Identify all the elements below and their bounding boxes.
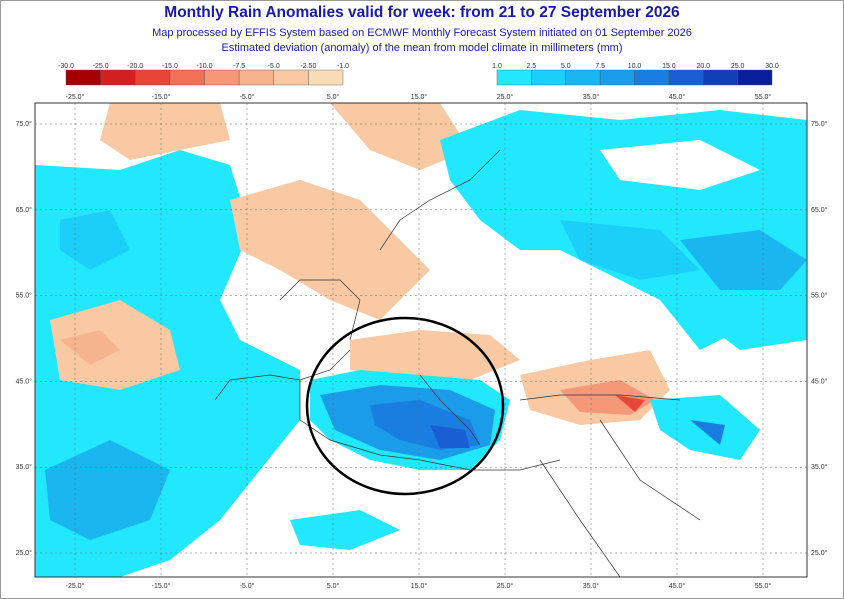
legend-swatch xyxy=(668,69,704,86)
legend-label: -2.50 xyxy=(300,63,316,70)
lon-label: 35.0° xyxy=(583,582,600,590)
legend-swatch xyxy=(273,69,309,86)
lon-label: -5.0° xyxy=(240,93,255,101)
lon-label: -15.0° xyxy=(152,582,171,590)
lon-label: 55.0° xyxy=(755,582,772,590)
lon-label: -5.0° xyxy=(240,582,255,590)
lon-label: 45.0° xyxy=(669,582,686,590)
lat-label: 25.0° xyxy=(16,549,33,557)
legend-label: -5.0 xyxy=(268,63,280,70)
lat-label: 65.0° xyxy=(811,206,828,214)
lat-label: 35.0° xyxy=(16,463,33,471)
legend-label: 5.0 xyxy=(561,63,571,70)
lat-label: 55.0° xyxy=(811,292,828,300)
legend-swatch xyxy=(737,69,773,86)
legend-label: -10.0 xyxy=(197,63,213,70)
lat-label: 35.0° xyxy=(811,463,828,471)
legend-swatch xyxy=(703,69,738,86)
legend-label: 2.5 xyxy=(527,63,537,70)
lon-label: 25.0° xyxy=(497,582,514,590)
lon-label: 25.0° xyxy=(497,93,514,101)
anomaly-area xyxy=(290,510,400,550)
lon-label: 15.0° xyxy=(411,93,428,101)
lat-label: 45.0° xyxy=(16,377,33,385)
legend-swatch xyxy=(65,69,101,86)
map-border xyxy=(34,102,808,578)
lat-label: 45.0° xyxy=(811,377,828,385)
lon-label: 5.0° xyxy=(327,93,340,101)
legend-swatch xyxy=(599,69,635,86)
legend-label: -7.5 xyxy=(233,63,245,70)
title: Monthly Rain Anomalies valid for week: f… xyxy=(164,4,680,21)
legend-label: 1.0 xyxy=(492,63,502,70)
coastline xyxy=(214,149,701,577)
map xyxy=(34,102,808,578)
lon-label: 5.0° xyxy=(327,582,340,590)
subtitle: Map processed by EFFIS System based on E… xyxy=(152,27,692,39)
subtitle: Estimated deviation (anomaly) of the mea… xyxy=(221,42,622,54)
anomaly-area xyxy=(230,180,430,320)
anomaly-area xyxy=(560,220,700,280)
anomaly-area xyxy=(615,395,645,412)
legend-swatch xyxy=(634,69,670,86)
legend-label: -1.0 xyxy=(337,63,349,70)
anomaly-area xyxy=(330,103,470,170)
highlight-circle xyxy=(305,316,505,496)
legend-label: 10.0 xyxy=(628,63,642,70)
legend-label: 25.0 xyxy=(731,63,745,70)
lat-label: 55.0° xyxy=(16,292,33,300)
legend-label: -25.0 xyxy=(93,63,109,70)
legend-swatch xyxy=(238,69,274,86)
legend-swatch xyxy=(308,69,344,86)
legend-swatch xyxy=(169,69,205,86)
lon-label: 15.0° xyxy=(411,582,428,590)
lon-label: -15.0° xyxy=(152,93,171,101)
legend-label: -20.0 xyxy=(127,63,143,70)
anomaly-area xyxy=(60,210,130,270)
anomaly-area xyxy=(350,330,520,380)
lat-label: 75.0° xyxy=(811,120,828,128)
anomaly-area xyxy=(600,140,760,190)
legend-swatch xyxy=(204,69,240,86)
lat-label: 25.0° xyxy=(811,549,828,557)
lon-label: -25.0° xyxy=(66,93,85,101)
anomaly-area xyxy=(690,420,725,445)
legend-swatch xyxy=(496,69,532,86)
anomaly-area xyxy=(700,290,807,350)
legend-label: 30.0 xyxy=(765,63,779,70)
legend-label: 20.0 xyxy=(696,63,710,70)
lon-label: 45.0° xyxy=(669,93,686,101)
legend-label: -30.0 xyxy=(58,63,74,70)
lon-label: -25.0° xyxy=(66,582,85,590)
lat-label: 65.0° xyxy=(16,206,33,214)
legend-swatch xyxy=(565,69,601,86)
legend-label: -15.0 xyxy=(162,63,178,70)
anomaly-area xyxy=(680,230,807,290)
legend-swatch xyxy=(135,69,171,86)
lat-label: 75.0° xyxy=(16,120,33,128)
anomaly-area xyxy=(45,440,170,540)
anomaly-area xyxy=(430,425,470,448)
legend-label: 7.5 xyxy=(595,63,605,70)
lon-label: 55.0° xyxy=(755,93,772,101)
legend-label: 15.0 xyxy=(662,63,676,70)
legend-swatch xyxy=(531,69,566,86)
legend-swatch xyxy=(100,69,136,86)
lon-label: 35.0° xyxy=(583,93,600,101)
anomaly-area xyxy=(100,103,230,160)
